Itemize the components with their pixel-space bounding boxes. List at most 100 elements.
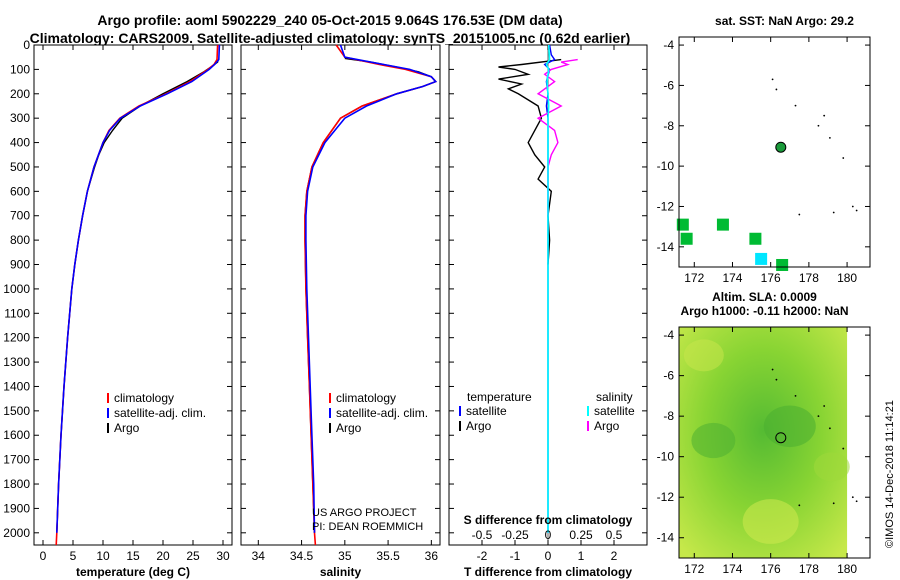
pi-annotation: PI: DEAN ROEMMICH [312, 521, 423, 533]
island-dot [798, 504, 801, 507]
y-tick-label: 2000 [3, 526, 30, 540]
sst-map-title: sat. SST: NaN Argo: 29.2 [715, 14, 854, 28]
y-tick-label: 200 [10, 87, 30, 101]
difference-salinity-legend-label: Argo [594, 419, 620, 433]
temperature-panel: 0100200300400500600700800900100011001200… [3, 38, 233, 579]
sla-field-blob [691, 422, 736, 459]
top-tick-label: 0.25 [569, 528, 593, 542]
satellite-salinity-line [305, 44, 438, 533]
float-position-marker [775, 141, 787, 153]
temperature-legend-label: satellite-adj. clim. [114, 406, 206, 420]
difference-temperature-legend-label: Argo [466, 419, 492, 433]
island-dot [832, 211, 835, 214]
y-tick-label: 300 [10, 111, 30, 125]
imos-timestamp-label: ©IMOS 14-Dec-2018 11:14:21 [884, 400, 896, 548]
difference-salinity-legend-label: satellite [594, 404, 635, 418]
map-x-tick-label: 178 [799, 562, 819, 576]
difference-panel: -2 -1 0 1 2 T difference from climatology S di… [448, 44, 648, 579]
island-dot [828, 136, 831, 139]
sst-data-patch [676, 218, 689, 231]
y-tick-label: 1300 [3, 355, 30, 369]
y-tick-label: 1700 [3, 453, 30, 467]
island-dot [851, 205, 854, 208]
figure-title-line1: Argo profile: aoml 5902229_240 05-Oct-20… [97, 12, 563, 28]
x-axis-label: temperature (deg C) [76, 565, 190, 579]
map-y-tick-label: -10 [657, 450, 675, 464]
sla-field-blob [763, 405, 816, 448]
y-tick-label: 1100 [4, 306, 30, 320]
island-dot [851, 496, 854, 499]
sla-field-blob [683, 339, 724, 372]
y-tick-label: 600 [10, 184, 30, 198]
island-dot [817, 415, 820, 418]
x-tick-label: 35 [338, 549, 352, 563]
x-tick-label: -1 [510, 549, 521, 563]
x-tick-label: 35.5 [376, 549, 400, 563]
x-tick-label: 15 [126, 549, 140, 563]
sla-map-title: Altim. SLA: 0.0009 [712, 290, 817, 304]
map-y-tick-label: -6 [663, 369, 674, 383]
island-dot [775, 88, 778, 91]
y-tick-label: 1600 [3, 428, 30, 442]
map-x-tick-label: 174 [722, 562, 742, 576]
plot-frame [240, 44, 441, 546]
x-tick-label: 2 [611, 549, 618, 563]
y-tick-label: 1200 [3, 331, 30, 345]
y-tick-label: 1000 [3, 282, 30, 296]
map-background [679, 37, 870, 267]
plot-frame [33, 44, 233, 546]
figure-title-line2: Climatology: CARS2009. Satellite-adjuste… [29, 30, 631, 46]
island-dot [828, 427, 831, 430]
island-dot [842, 447, 845, 450]
island-dot [832, 502, 835, 505]
top-tick-label: -0.5 [472, 528, 493, 542]
sla-map-subtitle: Argo h1000: -0.11 h2000: NaN [680, 304, 848, 318]
legend-salinity-title: salinity [596, 390, 633, 404]
sla-field-blob [742, 499, 799, 544]
x-tick-label: 0 [40, 549, 47, 563]
map-x-tick-label: 176 [761, 562, 781, 576]
y-tick-label: 1800 [3, 477, 30, 491]
x-tick-label: 34.5 [290, 549, 314, 563]
x-tick-label: 1 [578, 549, 585, 563]
island-dot [855, 500, 858, 503]
island-dot [794, 104, 797, 107]
map-y-tick-label: -14 [657, 240, 675, 254]
map-x-tick-label: 172 [684, 562, 704, 576]
map-y-tick-label: -8 [663, 119, 674, 133]
x-tick-label: 5 [70, 549, 77, 563]
island-dot [823, 405, 826, 407]
map-y-tick-label: -10 [657, 159, 675, 173]
island-dot [823, 114, 826, 117]
map-y-tick-label: -4 [663, 328, 674, 342]
x-tick-label: 10 [96, 549, 110, 563]
island-dot [794, 394, 797, 397]
x-tick-label: 36 [425, 549, 439, 563]
map-x-tick-label: 180 [837, 562, 857, 576]
satellite-temperature-line [56, 44, 221, 533]
map-y-tick-label: -12 [657, 490, 675, 504]
sst-data-patch [749, 232, 762, 245]
salinity-legend-label: Argo [336, 421, 362, 435]
project-annotation: US ARGO PROJECT [312, 507, 417, 519]
y-tick-label: 500 [10, 160, 30, 174]
island-dot [798, 213, 801, 216]
map-y-tick-label: -12 [657, 199, 675, 213]
map-y-tick-label: -14 [657, 531, 675, 545]
temperature-legend-label: Argo [114, 421, 140, 435]
sst-map-panel: 172 174 176 178 180 -4 -6 -8 -10 -12 -14 sat. SST: … [657, 14, 871, 285]
x-tick-label: 34 [252, 549, 266, 563]
map-x-tick-label: 174 [722, 271, 742, 285]
map-x-tick-label: 176 [761, 271, 781, 285]
sst-data-patch [716, 218, 729, 231]
y-tick-label: 900 [10, 258, 30, 272]
argo-t-difference-line [498, 58, 562, 265]
x-tick-label: -2 [477, 549, 488, 563]
sst-data-patch [776, 258, 789, 271]
map-x-tick-label: 180 [837, 271, 857, 285]
x-axis-label: T difference from climatology [464, 565, 632, 579]
sla-field-blob [813, 452, 850, 482]
x-axis-label: salinity [320, 565, 362, 579]
salinity-legend-label: satellite-adj. clim. [336, 406, 428, 420]
